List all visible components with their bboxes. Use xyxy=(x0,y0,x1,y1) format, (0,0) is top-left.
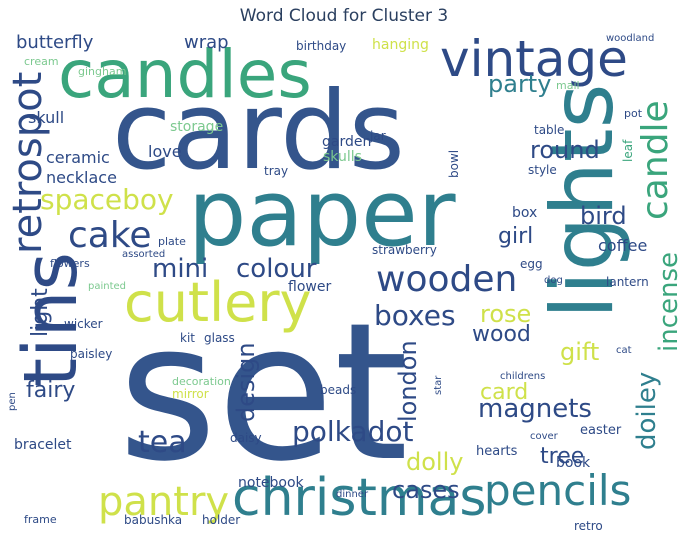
word-jar: jar xyxy=(370,129,386,143)
word-ceramic: ceramic xyxy=(46,148,110,167)
word-doiley: doiley xyxy=(632,371,662,450)
word-hearts: hearts xyxy=(476,444,518,459)
word-flower: flower xyxy=(288,279,332,295)
word-retro: retro xyxy=(574,519,603,533)
word-woodland: woodland xyxy=(606,33,655,44)
word-candle: candle xyxy=(635,100,676,220)
word-paisley: paisley xyxy=(70,347,113,361)
word-magnets: magnets xyxy=(478,394,592,424)
word-hanging: hanging xyxy=(372,37,429,53)
word-polkadot: polkadot xyxy=(292,415,414,448)
word-tree: tree xyxy=(540,444,585,469)
word-gift: gift xyxy=(560,338,600,366)
word-plate: plate xyxy=(158,235,186,248)
word-lantern: lantern xyxy=(606,275,649,289)
word-gingham: gingham xyxy=(78,65,127,78)
word-kit: kit xyxy=(180,331,195,345)
word-rose: rose xyxy=(480,300,532,328)
word-pantry: pantry xyxy=(98,479,230,525)
word-butterfly: butterfly xyxy=(16,32,94,53)
word-skull: skull xyxy=(28,108,65,127)
word-tea: tea xyxy=(138,425,187,460)
word-cards: cards xyxy=(112,69,405,194)
word-dog: dog xyxy=(544,275,563,286)
word-wrap: wrap xyxy=(184,32,229,53)
word-round: round xyxy=(530,136,600,164)
word-bowl: bowl xyxy=(447,149,461,178)
word-box: box xyxy=(512,205,538,221)
word-glass: glass xyxy=(204,331,235,345)
word-retrospot: retrospot xyxy=(5,71,51,254)
word-style: style xyxy=(528,163,557,177)
word-design: design xyxy=(232,342,260,422)
word-paper: paper xyxy=(188,160,456,267)
word-strawberry: strawberry xyxy=(372,243,437,257)
word-boxes: boxes xyxy=(374,299,456,332)
word-bracelet: bracelet xyxy=(14,437,72,453)
word-flowers: flowers xyxy=(50,257,90,270)
word-card: card xyxy=(480,380,529,405)
word-girl: girl xyxy=(498,224,534,249)
word-pencils: pencils xyxy=(484,466,632,515)
word-holder: holder xyxy=(202,513,241,527)
word-london: london xyxy=(394,340,422,422)
word-wicker: wicker xyxy=(64,317,103,331)
word-cases: cases xyxy=(392,476,460,504)
word-tray: tray xyxy=(264,164,289,178)
word-cake: cake xyxy=(68,215,152,256)
word-pot: pot xyxy=(624,107,643,120)
word-christmas: christmas xyxy=(232,468,487,528)
word-beads: beads xyxy=(320,383,357,397)
word-garden: garden xyxy=(322,134,372,150)
word-wooden: wooden xyxy=(376,259,518,300)
word-set: set xyxy=(118,282,409,503)
word-dinner: dinner xyxy=(336,489,369,500)
word-skulls: skulls xyxy=(323,149,362,165)
word-easter: easter xyxy=(580,423,622,438)
word-fairy: fairy xyxy=(26,378,76,403)
word-painted: painted xyxy=(88,281,127,292)
word-cutlery: cutlery xyxy=(124,271,312,334)
word-party: party xyxy=(488,70,552,98)
word-mini: mini xyxy=(152,254,209,284)
word-cream: cream xyxy=(24,55,59,68)
word-storage: storage xyxy=(170,119,224,135)
word-spaceboy: spaceboy xyxy=(40,183,174,216)
word-egg: egg xyxy=(520,257,543,271)
word-necklace: necklace xyxy=(46,168,117,187)
chart-title: Word Cloud for Cluster 3 xyxy=(239,6,449,26)
word-table: table xyxy=(534,123,565,137)
word-book: book xyxy=(556,455,591,471)
word-pen: pen xyxy=(7,392,18,411)
word-decoration: decoration xyxy=(172,375,231,388)
word-bird: bird xyxy=(580,202,627,230)
word-notebook: notebook xyxy=(238,475,304,491)
word-assorted: assorted xyxy=(122,249,166,260)
word-mail: mail xyxy=(556,79,580,92)
word-star: star xyxy=(433,375,444,395)
word-light: light xyxy=(28,288,53,337)
word-candles: candles xyxy=(58,36,312,113)
word-cat: cat xyxy=(616,345,632,356)
word-vintage: vintage xyxy=(440,30,628,88)
word-babushka: babushka xyxy=(124,513,183,527)
word-childrens: childrens xyxy=(500,371,546,382)
word-frame: frame xyxy=(24,513,57,526)
word-coffee: coffee xyxy=(598,236,648,255)
word-incense: incense xyxy=(654,251,684,352)
word-colour: colour xyxy=(236,254,317,284)
word-daisy: daisy xyxy=(230,431,262,445)
word-wood: wood xyxy=(472,322,531,347)
word-birthday: birthday xyxy=(296,39,347,53)
word-leaf: leaf xyxy=(621,139,635,162)
word-love: love xyxy=(148,142,182,161)
word-cover: cover xyxy=(530,431,558,442)
word-mirror: mirror xyxy=(172,387,209,401)
word-dolly: dolly xyxy=(406,448,464,476)
